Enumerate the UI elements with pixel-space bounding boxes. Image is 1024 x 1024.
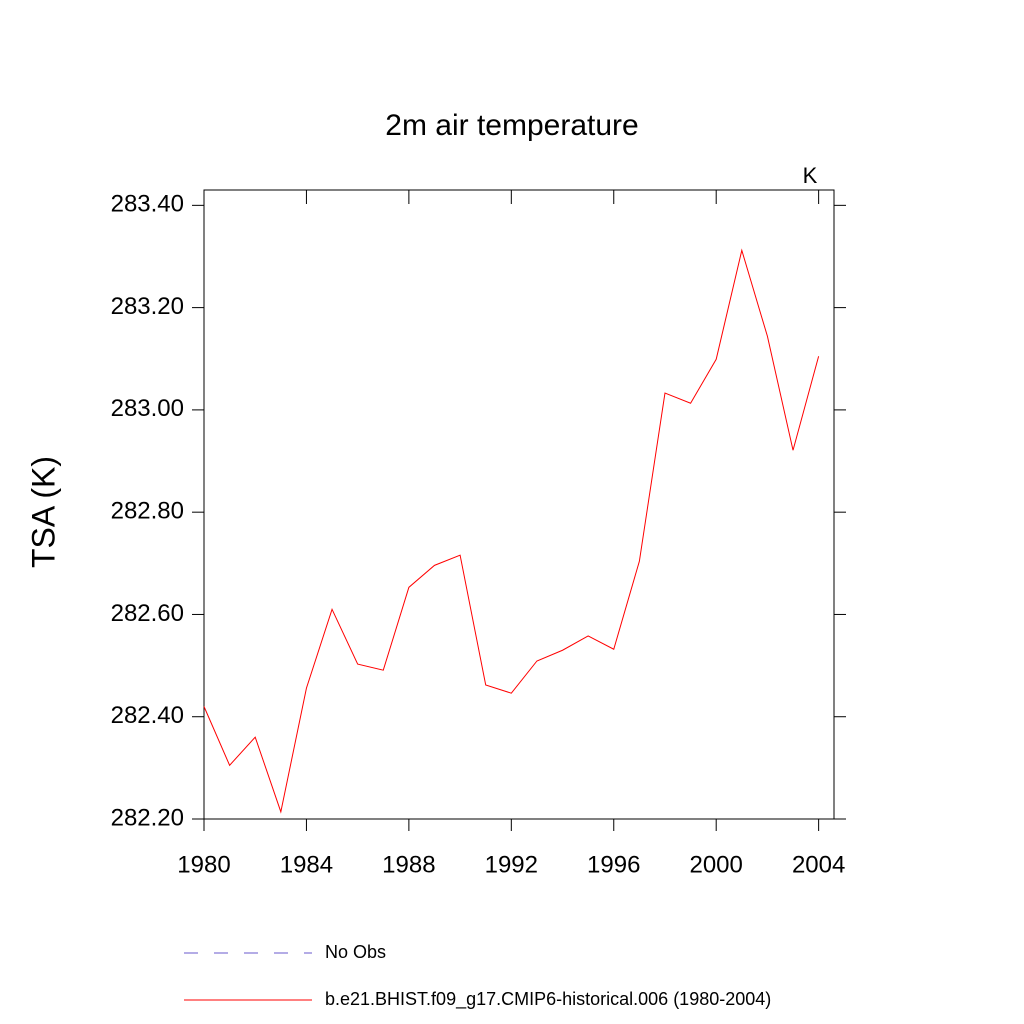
chart-title: 2m air temperature [385,109,638,142]
plot-frame [203,189,835,820]
x-tick-label: 2004 [792,851,845,878]
y-tick-label: 282.20 [111,804,184,831]
x-tick-label: 1988 [382,851,435,878]
y-tick-label: 283.00 [111,395,184,422]
legend-label: No Obs [325,942,386,962]
x-tick-label: 1980 [177,851,230,878]
units-label: K [803,163,818,188]
legend-label: b.e21.BHIST.f09_g17.CMIP6-historical.006… [325,989,771,1010]
y-tick-label: 283.20 [111,293,184,320]
x-tick-label: 2000 [689,851,742,878]
x-tick-label: 1992 [485,851,538,878]
y-tick-label: 282.40 [111,702,184,729]
y-tick-label: 283.40 [111,191,184,218]
y-tick-label: 282.80 [111,498,184,525]
data-line [203,248,820,814]
x-tick-label: 1996 [587,851,640,878]
x-tick-label: 1984 [280,851,333,878]
y-tick-label: 282.60 [111,600,184,627]
y-axis-label: TSA (K) [25,456,61,568]
